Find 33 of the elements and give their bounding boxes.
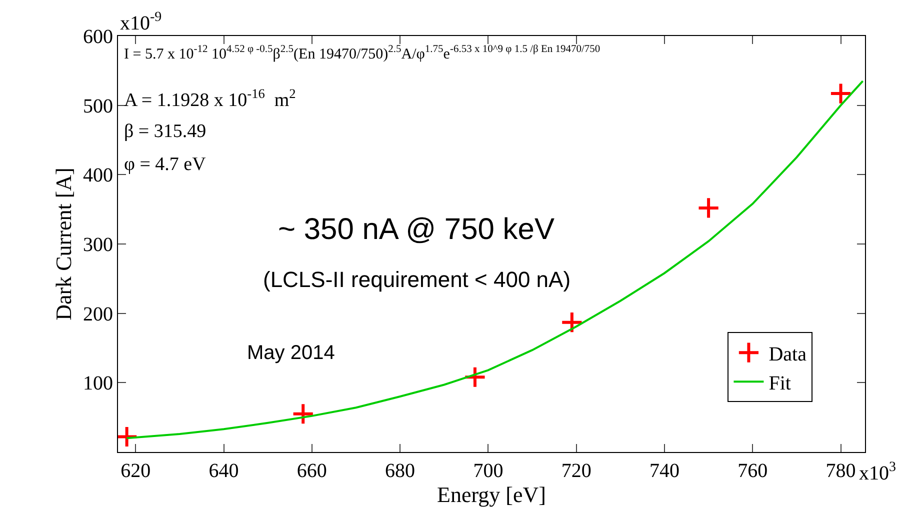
x-tick-label: 620 <box>120 460 151 482</box>
x-tick-label: 660 <box>296 460 327 482</box>
y-tick-label: 200 <box>83 303 113 326</box>
x-tick-label: 720 <box>561 460 592 482</box>
y-axis-title: Dark Current [A] <box>50 168 76 320</box>
point <box>292 402 314 426</box>
x-tick-label: 700 <box>473 460 504 482</box>
annotation: A = 1.1928 x 10$^{-16}$ m$^{2}$ <box>124 86 296 111</box>
point <box>560 311 584 334</box>
x-tick-label: 740 <box>649 460 680 482</box>
annotation: May 2014 <box>247 342 335 364</box>
point <box>829 82 852 105</box>
line-series <box>126 80 864 440</box>
text: x10$^{3}$ <box>859 460 896 484</box>
text: I = 5.7 x 10$^{-12}$ 10$^{4.52 φ -0.5}$β$^{2.5}$(En 19470/750)$^{2.5}$A/φ$^{1.75}$e$^{-6.53 x 10^9 φ 1.5 /β En 19470/750}$ <box>124 44 600 62</box>
legend-label: Fit <box>768 372 792 394</box>
x-tick-label: 680 <box>385 460 416 482</box>
point <box>697 196 720 220</box>
x-tick-label: 640 <box>208 460 239 482</box>
x-tick-label: 760 <box>738 460 768 482</box>
x-tick-label: 780 <box>826 460 856 482</box>
y-tick-label: 100 <box>83 372 113 395</box>
x-axis-title: Energy [eV] <box>437 482 546 507</box>
legend-label: Data <box>768 343 807 366</box>
annotation: β = 315.49 <box>124 121 206 142</box>
annotation: (LCLS-II requirement < 400 nA) <box>263 267 571 292</box>
annotation: ~ 350 nA @ 750 keV <box>278 213 554 246</box>
y-tick-label: 600 <box>83 26 113 48</box>
annotation: φ = 4.7 eV <box>124 154 206 175</box>
text: x10$^{-9}$ <box>120 10 162 34</box>
y-tick-label: 300 <box>83 234 113 256</box>
y-tick-label: 400 <box>83 164 113 187</box>
y-tick-label: 500 <box>83 95 113 118</box>
